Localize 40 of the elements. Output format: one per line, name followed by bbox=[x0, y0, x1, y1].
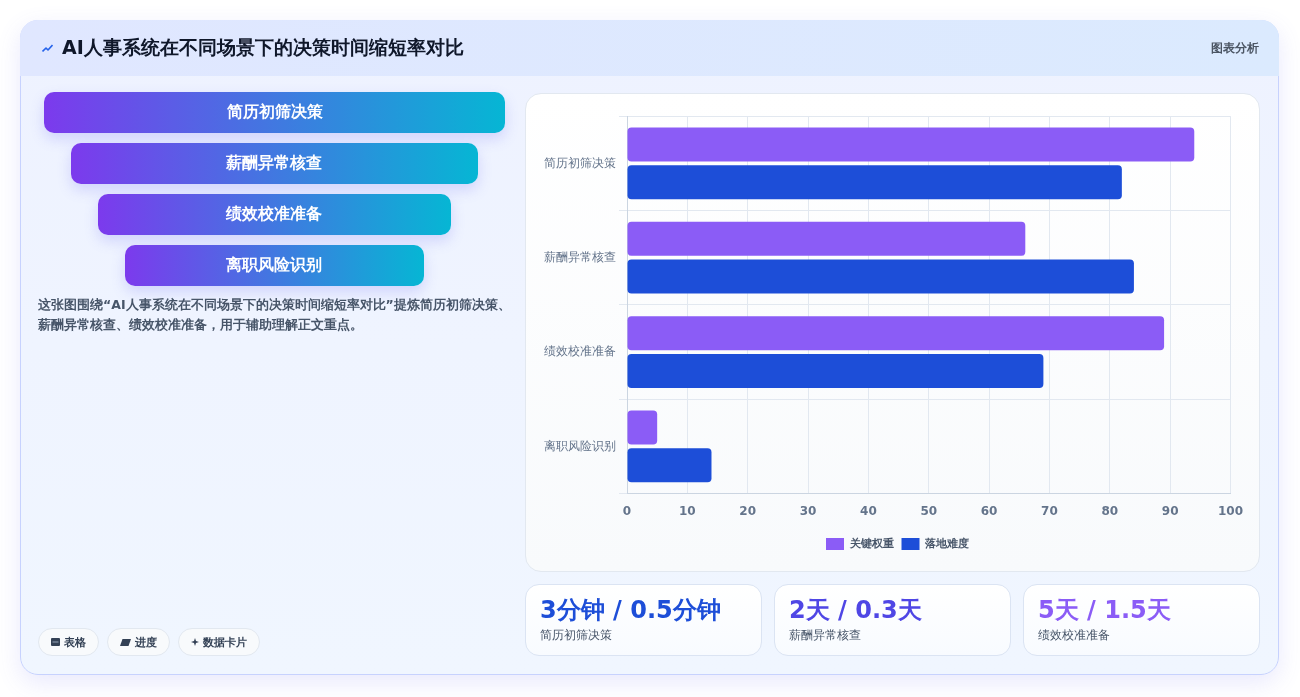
bar bbox=[627, 221, 1026, 256]
bar bbox=[627, 259, 1134, 294]
category-label: 离职风险识别 bbox=[124, 245, 425, 286]
x-tick-label: 40 bbox=[860, 503, 877, 518]
text: 这张图围绕“AI人事系统在不同场景下的决策时间缩短率对比”提炼简历初筛决策、薪酬异常核查、绩效校准准备，用于辅助理解正文重点。 bbox=[38, 296, 512, 334]
y-tick-label: 离职风险识别 bbox=[544, 438, 616, 453]
text: AI人事系统在不同场景下的决策时间缩短率对比 bbox=[62, 35, 464, 60]
bar bbox=[627, 316, 1165, 351]
category-label: 薪酬异常核查 bbox=[70, 143, 479, 184]
legend-label: 关键权重 bbox=[848, 536, 894, 550]
legend-label: 落地难度 bbox=[924, 536, 969, 550]
x-tick-label: 10 bbox=[679, 503, 696, 518]
x-tick-label: 0 bbox=[622, 503, 632, 518]
text: 图表分析 bbox=[1211, 39, 1259, 57]
y-tick-label: 绩效校准准备 bbox=[544, 344, 616, 359]
bar bbox=[627, 127, 1195, 162]
bar bbox=[627, 165, 1122, 200]
y-tick-label: 薪酬异常核查 bbox=[544, 249, 616, 264]
x-tick-label: 70 bbox=[1041, 503, 1058, 518]
x-tick-label: 50 bbox=[920, 503, 938, 518]
text: 2天 / 0.3天 bbox=[789, 596, 922, 624]
category-label: 绩效校准准备 bbox=[97, 194, 452, 235]
bar bbox=[627, 353, 1044, 388]
y-tick-label: 简历初筛决策 bbox=[544, 155, 616, 170]
x-tick-label: 80 bbox=[1101, 503, 1119, 518]
text: 5天 / 1.5天 bbox=[1038, 596, 1171, 624]
category-label: 绩效校准准备 bbox=[1038, 627, 1111, 644]
category-label: 薪酬异常核查 bbox=[789, 627, 862, 644]
bar bbox=[627, 410, 658, 445]
text: 3分钟 / 0.5分钟 bbox=[540, 596, 721, 624]
x-tick-label: 30 bbox=[799, 503, 817, 518]
text: 进度 bbox=[135, 634, 157, 650]
category-label: 简历初筛决策 bbox=[44, 92, 505, 133]
x-tick-label: 60 bbox=[980, 503, 998, 518]
x-tick-label: 20 bbox=[739, 503, 757, 518]
text: 数据卡片 bbox=[203, 634, 247, 650]
x-tick-label: 100 bbox=[1217, 503, 1244, 518]
bar bbox=[627, 448, 712, 483]
x-tick-label: 90 bbox=[1161, 503, 1179, 518]
text: 表格 bbox=[64, 634, 86, 650]
